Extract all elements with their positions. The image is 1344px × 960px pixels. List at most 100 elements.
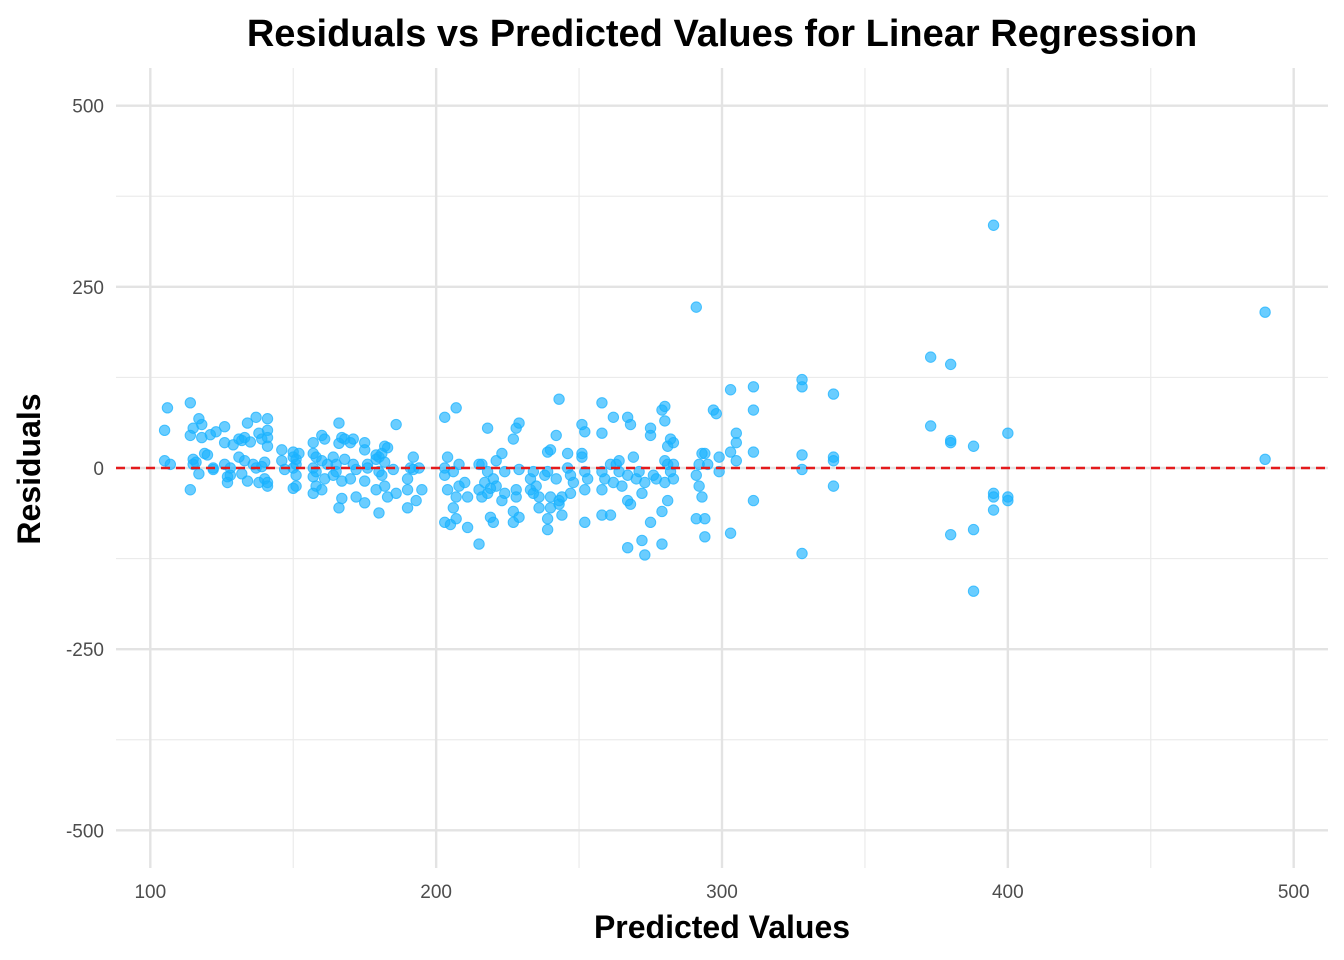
data-point — [336, 492, 348, 505]
data-point — [459, 476, 471, 489]
data-point — [659, 400, 671, 413]
data-point — [390, 418, 402, 431]
data-point — [258, 456, 271, 468]
data-point — [318, 433, 331, 445]
data-point — [373, 507, 385, 519]
data-point — [307, 436, 319, 449]
data-point — [924, 351, 937, 363]
data-point — [724, 384, 737, 396]
data-point — [553, 393, 565, 405]
data-point — [441, 451, 454, 463]
data-point — [550, 429, 562, 442]
data-point — [747, 404, 760, 416]
data-point — [544, 444, 557, 456]
data-point — [358, 444, 371, 456]
data-point — [596, 484, 608, 496]
x-axis-title: Predicted Values — [594, 909, 850, 945]
data-point — [1259, 453, 1271, 466]
data-point — [241, 417, 254, 429]
data-point — [293, 447, 305, 460]
data-point — [527, 465, 540, 478]
data-point — [796, 547, 808, 560]
data-point — [407, 451, 419, 463]
data-point — [390, 487, 402, 500]
data-point — [690, 469, 702, 481]
data-point — [241, 475, 254, 487]
data-point — [350, 491, 362, 503]
data-point — [581, 473, 594, 485]
y-axis-title: Residuals — [11, 393, 47, 544]
data-point — [541, 523, 554, 536]
data-point — [250, 411, 262, 423]
data-point — [261, 440, 274, 452]
data-point — [410, 494, 422, 507]
data-point — [827, 480, 840, 492]
data-point — [690, 301, 702, 313]
data-point — [556, 509, 568, 521]
data-point — [499, 487, 511, 500]
data-point — [699, 531, 711, 543]
data-point — [724, 446, 737, 458]
data-point — [579, 426, 591, 438]
x-axis-ticks: 100 200 300 400 500 — [134, 882, 1309, 903]
data-point — [387, 463, 399, 476]
data-point — [358, 475, 371, 487]
data-point — [924, 420, 937, 432]
data-point — [1259, 306, 1271, 318]
data-point — [827, 388, 840, 400]
data-point — [667, 436, 680, 449]
data-point — [490, 480, 502, 492]
data-point — [290, 469, 302, 481]
data-point — [944, 436, 957, 449]
data-point — [533, 491, 545, 503]
data-point — [710, 407, 722, 420]
data-point — [616, 480, 628, 492]
data-point — [624, 418, 637, 431]
data-point — [667, 473, 680, 485]
data-point — [530, 480, 542, 492]
data-point — [401, 502, 414, 514]
data-point — [730, 436, 742, 449]
data-point — [747, 381, 760, 393]
data-point — [416, 484, 428, 496]
data-point — [196, 418, 208, 431]
data-point — [290, 480, 302, 492]
data-point — [627, 451, 640, 463]
data-point — [944, 528, 957, 541]
data-point — [699, 513, 711, 525]
data-point — [378, 456, 391, 468]
data-point — [656, 538, 668, 550]
data-point — [376, 469, 388, 481]
data-points — [116, 219, 1328, 597]
data-point — [967, 440, 980, 452]
data-point — [381, 442, 394, 454]
data-point — [244, 436, 257, 448]
data-point — [541, 465, 554, 478]
data-point — [699, 447, 711, 460]
x-tick-label: 200 — [420, 882, 452, 903]
data-point — [224, 469, 237, 481]
data-point — [724, 527, 737, 539]
data-point — [659, 415, 671, 427]
data-point — [656, 505, 668, 518]
data-point — [487, 516, 500, 529]
data-point — [481, 422, 494, 434]
y-tick-label: 0 — [93, 459, 104, 480]
data-point — [696, 491, 708, 503]
data-point — [533, 502, 545, 514]
data-point — [210, 426, 222, 438]
data-point — [636, 534, 648, 547]
x-tick-label: 300 — [706, 882, 738, 903]
data-point — [184, 397, 197, 409]
data-point — [613, 455, 625, 467]
data-point — [1002, 427, 1014, 439]
data-point — [639, 476, 651, 489]
data-point — [713, 451, 725, 463]
data-point — [596, 427, 608, 439]
data-point — [401, 473, 414, 485]
data-point — [747, 494, 760, 507]
data-point — [639, 549, 651, 561]
data-point — [579, 516, 591, 529]
y-tick-label: 250 — [72, 278, 104, 299]
